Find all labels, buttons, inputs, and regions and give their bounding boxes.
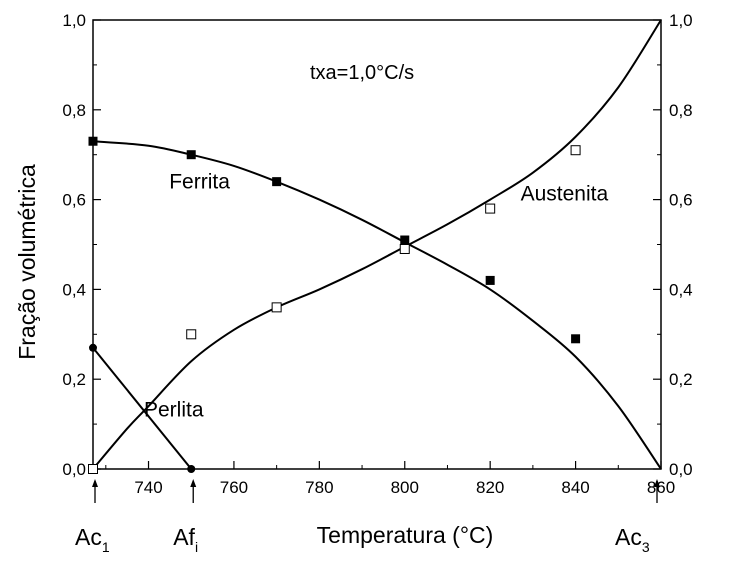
data-point-ferrita — [485, 275, 495, 285]
series-label-perlita: Perlita — [144, 398, 204, 421]
right-y-tick-label: 0,8 — [669, 101, 693, 120]
marker-label: Ac3 — [615, 524, 650, 555]
series-label-ferrita: Ferrita — [169, 170, 230, 193]
y-tick-label: 0,6 — [62, 191, 86, 210]
data-point-ferrita — [400, 235, 410, 245]
data-point-ferrita — [272, 177, 282, 187]
data-point-austenita — [88, 464, 98, 474]
y-tick-label: 0,0 — [62, 460, 86, 479]
marker-arrow-head — [654, 479, 660, 487]
x-tick-label: 860 — [647, 478, 675, 497]
x-tick-label: 800 — [391, 478, 419, 497]
data-point-ferrita — [186, 150, 196, 160]
y-axis-title: Fração volumétrica — [14, 164, 40, 360]
labels: Ferrita Austenita Perlita Ac1 Afi Ac3 — [75, 170, 660, 555]
series-line-ferrita — [92, 140, 662, 470]
data-point-austenita — [399, 243, 410, 254]
marker-label: Afi — [173, 524, 198, 555]
marker-arrow-head — [190, 479, 197, 487]
x-tick-label: 740 — [134, 478, 162, 497]
rate-annotation: txa=1,0°C/s — [310, 62, 414, 84]
data-point-ferrita — [571, 334, 581, 344]
points — [88, 136, 581, 474]
x-axis-title: Temperatura (°C) — [317, 522, 494, 548]
series-line-austenita — [92, 19, 662, 470]
y-tick-label: 1,0 — [62, 11, 86, 30]
data-point-perlita — [89, 343, 97, 352]
right-y-tick-label: 0,4 — [669, 280, 693, 299]
x-tick-label: 780 — [305, 478, 333, 497]
right-y-tick-label: 0,2 — [669, 370, 693, 389]
data-point-perlita — [187, 465, 196, 473]
y-tick-label: 0,8 — [62, 101, 86, 120]
data-point-austenita — [271, 302, 282, 313]
data-point-ferrita — [88, 136, 98, 146]
y-tick-label: 0,4 — [62, 280, 86, 299]
x-tick-label: 820 — [476, 478, 504, 497]
data-point-austenita — [186, 329, 197, 340]
x-tick-label: 840 — [561, 478, 589, 497]
y-tick-label: 0,2 — [62, 370, 86, 389]
data-point-austenita — [570, 145, 581, 156]
data-point-austenita — [485, 203, 496, 214]
marker-label: Ac1 — [75, 524, 110, 555]
right-y-tick-label: 1,0 — [669, 11, 693, 30]
series-label-austenita: Austenita — [521, 182, 609, 205]
series-line-perlita — [92, 347, 193, 470]
x-tick-label: 760 — [220, 478, 248, 497]
right-y-tick-label: 0,0 — [669, 460, 693, 479]
right-y-tick-label: 0,6 — [669, 191, 693, 210]
curves — [92, 19, 662, 470]
ticks: 740 760 780 800 820 840 8600,00,20,40,60,81,00… — [62, 11, 692, 497]
marker-arrow-head — [92, 479, 98, 487]
